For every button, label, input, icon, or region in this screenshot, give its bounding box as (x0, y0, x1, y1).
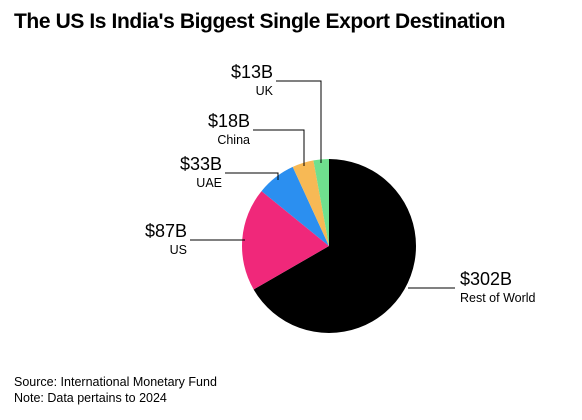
category-label-us: US (170, 243, 187, 257)
chart-footer: Source: International Monetary Fund Note… (14, 374, 217, 406)
category-label-uk: UK (256, 84, 274, 98)
leader-line-china (253, 129, 305, 166)
value-label-uk: $13B (231, 62, 273, 82)
pie-slice-uae (261, 166, 329, 246)
pie-slices (242, 159, 417, 333)
pie-slice-china (292, 160, 329, 246)
pie-slice-us (242, 191, 329, 290)
value-label-rest-of-world: $302B (460, 269, 512, 289)
pie-slice-rest-of-world (253, 159, 417, 333)
data-note: Note: Data pertains to 2024 (14, 391, 167, 405)
value-label-us: $87B (145, 221, 187, 241)
value-label-china: $18B (208, 111, 250, 131)
leader-line-uk (276, 80, 322, 163)
value-label-uae: $33B (180, 154, 222, 174)
leader-line-uae (225, 172, 279, 180)
slice-labels: $302B Rest of World $87B US $33B UAE $18B China… (145, 62, 536, 305)
category-label-china: China (217, 133, 250, 147)
category-label-uae: UAE (196, 176, 222, 190)
pie-slice-uk (313, 159, 329, 246)
leader-lines (190, 80, 455, 289)
chart-title: The US Is India's Biggest Single Export … (14, 10, 506, 33)
source-note: Source: International Monetary Fund (14, 375, 217, 389)
category-label-rest-of-world: Rest of World (460, 291, 536, 305)
